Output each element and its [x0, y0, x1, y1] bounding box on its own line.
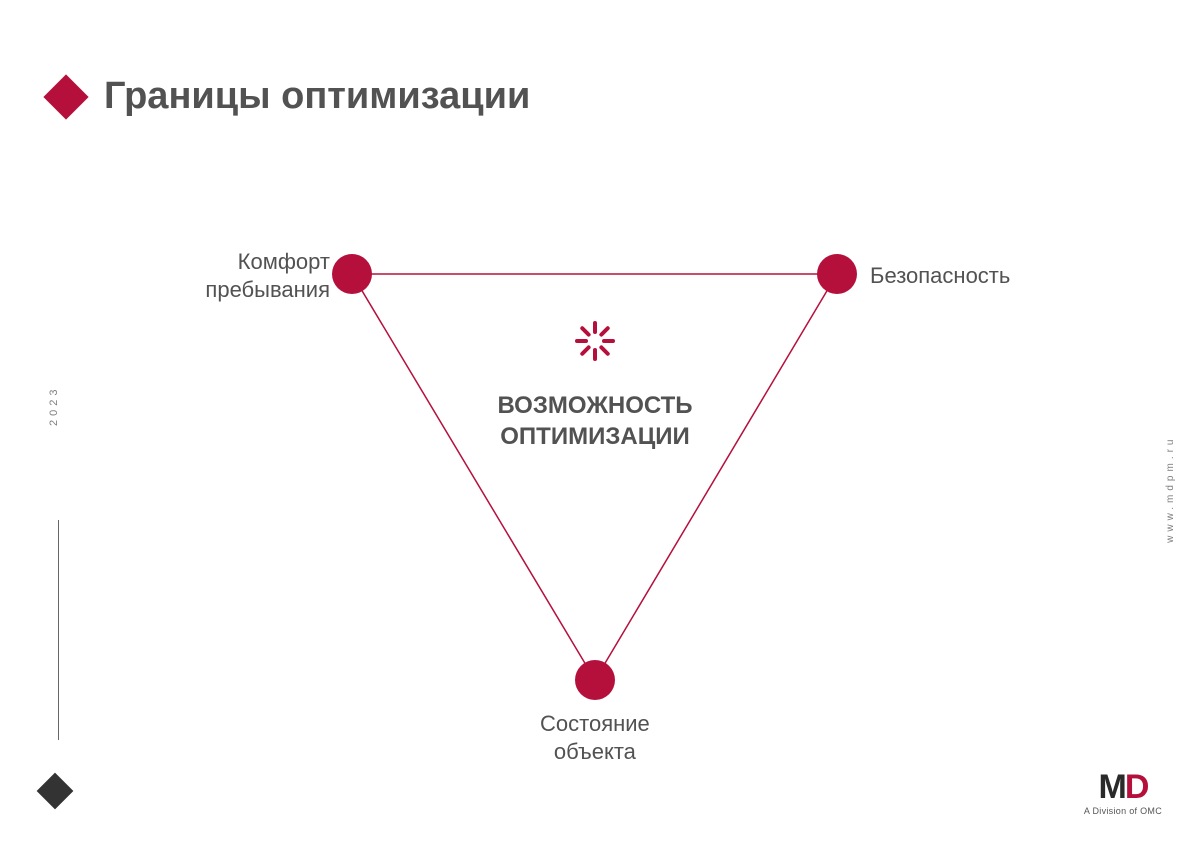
diagram-node [575, 660, 615, 700]
diagram-node [332, 254, 372, 294]
node-label: Безопасность [870, 262, 1010, 290]
spinner-icon [570, 316, 620, 366]
diagram-node [817, 254, 857, 294]
node-label: Состояниеобъекта [540, 710, 650, 765]
node-label: Комфортпребывания [190, 248, 330, 303]
diagram-edge [595, 274, 837, 680]
center-label: ВОЗМОЖНОСТЬОПТИМИЗАЦИИ [465, 390, 725, 452]
diagram-edge [352, 274, 595, 680]
